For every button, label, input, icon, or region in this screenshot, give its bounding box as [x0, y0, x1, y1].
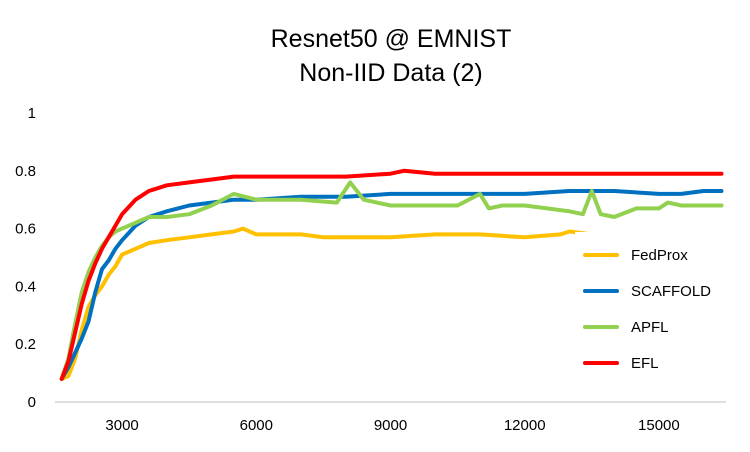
series-line-efl	[59, 168, 724, 381]
legend-label-efl: EFL	[631, 355, 659, 372]
x-axis: 3000 6000 9000 12000 15000	[55, 401, 726, 434]
x-tick-label: 9000	[374, 417, 407, 434]
y-axis: 0 0.2 0.4 0.6 0.8 1	[15, 105, 36, 411]
legend-label-apfl: APFL	[631, 319, 669, 336]
legend: FedProx SCAFFOLD APFL EFL	[575, 232, 725, 377]
x-tick-label: 12000	[504, 417, 546, 434]
y-tick-label: 0.6	[15, 221, 36, 238]
y-tick-label: 0	[28, 394, 36, 411]
x-tick-label: 6000	[240, 417, 273, 434]
chart-title-line-1: Resnet50 @ EMNIST	[271, 25, 512, 53]
chart-title-line-2: Non-IID Data (2)	[299, 59, 482, 87]
y-tick-label: 0.4	[15, 278, 36, 295]
y-tick-label: 0.8	[15, 163, 36, 180]
series-line-scaffold	[59, 189, 724, 381]
y-tick-label: 1	[28, 105, 36, 122]
legend-label-scaffold: SCAFFOLD	[631, 283, 711, 300]
x-tick-label: 15000	[638, 417, 680, 434]
y-tick-label: 0.2	[15, 336, 36, 353]
series-lines	[59, 168, 724, 381]
x-tick-label: 3000	[105, 417, 138, 434]
legend-label-fedprox: FedProx	[631, 247, 688, 264]
